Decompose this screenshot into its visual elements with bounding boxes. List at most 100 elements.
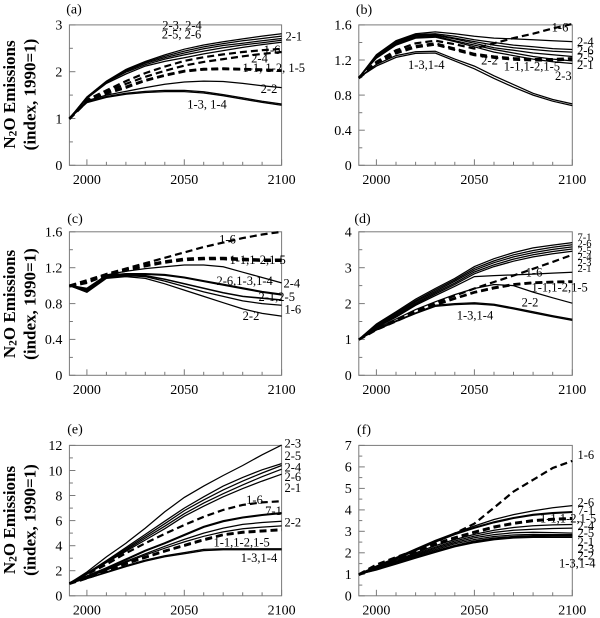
svg-text:2050: 2050 xyxy=(170,603,198,618)
svg-text:1: 1 xyxy=(55,112,62,127)
svg-text:2-6: 2-6 xyxy=(578,496,595,510)
svg-text:0: 0 xyxy=(345,369,352,384)
svg-text:1.6: 1.6 xyxy=(334,19,352,34)
svg-text:2-1,2-5: 2-1,2-5 xyxy=(259,290,295,304)
svg-text:2-2: 2-2 xyxy=(481,54,498,68)
svg-text:1-1,1-2,1-5: 1-1,1-2,1-5 xyxy=(540,512,596,526)
svg-text:N2O Emissions: N2O Emissions xyxy=(0,40,20,149)
svg-text:2-3: 2-3 xyxy=(285,437,302,451)
svg-text:2: 2 xyxy=(345,297,352,312)
svg-text:7-1: 7-1 xyxy=(265,504,282,518)
svg-text:1-6: 1-6 xyxy=(552,21,569,35)
svg-text:2-2: 2-2 xyxy=(522,296,539,310)
svg-text:10: 10 xyxy=(48,464,62,479)
svg-text:2000: 2000 xyxy=(73,383,101,398)
svg-text:0.8: 0.8 xyxy=(45,297,63,312)
svg-text:2-1: 2-1 xyxy=(285,481,302,495)
svg-text:1-6: 1-6 xyxy=(285,302,302,316)
svg-text:(index, 1990=1): (index, 1990=1) xyxy=(20,248,39,360)
svg-text:2-4: 2-4 xyxy=(577,35,594,49)
svg-text:2100: 2100 xyxy=(268,173,296,188)
svg-text:1.2: 1.2 xyxy=(334,54,352,69)
svg-text:2050: 2050 xyxy=(460,383,488,398)
svg-text:(index, 1990=1): (index, 1990=1) xyxy=(20,39,39,151)
svg-text:(b): (b) xyxy=(356,3,373,18)
svg-text:2000: 2000 xyxy=(362,383,390,398)
svg-text:6: 6 xyxy=(345,461,352,476)
svg-text:12: 12 xyxy=(48,439,62,454)
svg-text:2000: 2000 xyxy=(362,603,390,618)
svg-text:2-1: 2-1 xyxy=(578,535,595,549)
svg-text:1-6: 1-6 xyxy=(526,266,543,280)
svg-text:7-1: 7-1 xyxy=(578,504,595,518)
svg-text:(index, 1990=1): (index, 1990=1) xyxy=(20,464,39,576)
svg-text:(c): (c) xyxy=(67,212,83,227)
svg-text:2-6,1-3,1-4: 2-6,1-3,1-4 xyxy=(217,274,274,288)
svg-text:1-1, 1-2, 1-5: 1-1, 1-2, 1-5 xyxy=(243,61,306,75)
svg-text:2-2: 2-2 xyxy=(578,549,595,563)
svg-text:3: 3 xyxy=(55,19,62,34)
svg-text:1-6: 1-6 xyxy=(219,233,236,247)
svg-text:2050: 2050 xyxy=(170,173,198,188)
svg-text:2: 2 xyxy=(345,547,352,562)
svg-text:0.8: 0.8 xyxy=(334,89,352,104)
svg-text:3: 3 xyxy=(345,262,352,277)
svg-text:0.4: 0.4 xyxy=(334,124,352,139)
svg-text:0: 0 xyxy=(55,590,62,605)
svg-text:2-5: 2-5 xyxy=(285,449,302,463)
svg-text:2-5: 2-5 xyxy=(578,526,595,540)
svg-text:2-5, 2-6: 2-5, 2-6 xyxy=(162,28,202,42)
svg-text:1-1,1-2,1-5: 1-1,1-2,1-5 xyxy=(230,253,286,267)
svg-text:2-1: 2-1 xyxy=(286,30,303,44)
svg-text:2-4: 2-4 xyxy=(578,519,595,533)
svg-text:0: 0 xyxy=(55,159,62,174)
svg-text:1-3, 1-4: 1-3, 1-4 xyxy=(187,97,227,111)
svg-text:2-3: 2-3 xyxy=(578,258,592,269)
svg-text:1-3,1-4: 1-3,1-4 xyxy=(559,557,596,571)
svg-text:2-1: 2-1 xyxy=(577,58,594,72)
svg-text:2000: 2000 xyxy=(362,173,390,188)
svg-text:2-6: 2-6 xyxy=(578,239,592,250)
svg-text:2-4: 2-4 xyxy=(284,277,301,291)
svg-text:1-6: 1-6 xyxy=(264,43,281,57)
svg-text:2050: 2050 xyxy=(460,603,488,618)
svg-text:1-1,1-2,1-5: 1-1,1-2,1-5 xyxy=(504,60,560,74)
svg-text:1-3,1-4: 1-3,1-4 xyxy=(241,551,278,565)
svg-text:5: 5 xyxy=(345,482,352,497)
svg-text:2100: 2100 xyxy=(558,603,586,618)
svg-text:2000: 2000 xyxy=(73,603,101,618)
svg-text:(d): (d) xyxy=(354,212,371,227)
svg-text:2100: 2100 xyxy=(268,383,296,398)
svg-text:1-6: 1-6 xyxy=(246,493,263,507)
svg-text:4: 4 xyxy=(345,226,352,241)
svg-text:1-1,1-2,1-5: 1-1,1-2,1-5 xyxy=(214,536,270,550)
svg-text:2-3, 2-4: 2-3, 2-4 xyxy=(162,19,202,33)
svg-text:(f): (f) xyxy=(357,423,371,438)
svg-text:0.4: 0.4 xyxy=(45,333,63,348)
svg-text:2-2: 2-2 xyxy=(285,516,302,530)
svg-text:1.6: 1.6 xyxy=(45,226,63,241)
svg-text:N2O Emissions: N2O Emissions xyxy=(0,249,20,358)
svg-text:2-3: 2-3 xyxy=(555,69,572,83)
svg-text:1: 1 xyxy=(345,568,352,583)
svg-text:2-4: 2-4 xyxy=(285,461,302,475)
svg-text:2050: 2050 xyxy=(170,383,198,398)
svg-text:4: 4 xyxy=(55,540,62,555)
svg-text:1-1,1-2,1-5: 1-1,1-2,1-5 xyxy=(532,281,588,295)
svg-text:2-3: 2-3 xyxy=(578,542,595,556)
svg-text:(e): (e) xyxy=(67,423,83,438)
svg-text:N2O Emissions: N2O Emissions xyxy=(0,465,20,574)
svg-text:2100: 2100 xyxy=(268,603,296,618)
svg-text:6: 6 xyxy=(55,514,62,529)
svg-text:2-5: 2-5 xyxy=(578,246,592,257)
svg-text:0: 0 xyxy=(345,159,352,174)
svg-text:2-4: 2-4 xyxy=(578,252,593,263)
svg-text:3: 3 xyxy=(345,525,352,540)
svg-text:2-4: 2-4 xyxy=(251,52,268,66)
svg-text:2100: 2100 xyxy=(558,383,586,398)
svg-text:2100: 2100 xyxy=(558,173,586,188)
svg-text:8: 8 xyxy=(55,489,62,504)
svg-text:2-2: 2-2 xyxy=(261,82,278,96)
svg-text:4: 4 xyxy=(345,504,352,519)
svg-text:2050: 2050 xyxy=(460,173,488,188)
